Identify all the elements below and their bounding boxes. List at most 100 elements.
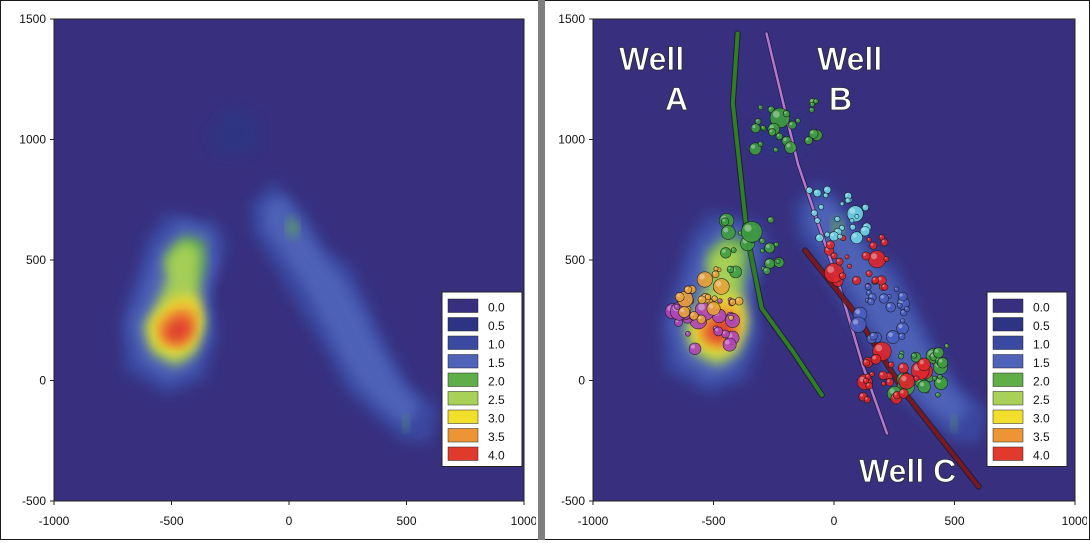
legend-swatch	[447, 354, 479, 369]
event-highlight	[810, 99, 813, 102]
event-marker	[859, 225, 871, 237]
event-highlight	[690, 312, 694, 316]
event-highlight	[936, 378, 942, 384]
event-marker	[775, 132, 784, 141]
y-tick-label: 500	[565, 253, 585, 267]
well-label: Well C	[859, 453, 956, 489]
x-tick-label: 1000	[511, 514, 536, 528]
event-highlight	[850, 225, 853, 228]
event-highlight	[766, 260, 770, 264]
event-marker	[844, 197, 851, 204]
event-highlight	[900, 351, 902, 353]
event-highlight	[784, 111, 787, 114]
event-marker	[861, 251, 871, 261]
event-highlight	[869, 294, 873, 298]
event-marker	[911, 352, 918, 359]
event-marker	[711, 270, 720, 279]
legend-label: 4.0	[1033, 449, 1050, 463]
event-marker	[823, 185, 832, 194]
event-marker	[835, 257, 844, 266]
event-marker	[775, 258, 781, 264]
event-highlight	[867, 238, 870, 240]
event-marker	[839, 201, 845, 207]
event-highlight	[914, 376, 917, 379]
event-highlight	[769, 124, 774, 130]
legend-swatch	[992, 317, 1024, 332]
event-marker	[850, 316, 867, 333]
event-marker	[869, 331, 878, 341]
y-tick-label: 0	[578, 374, 585, 388]
event-highlight	[723, 227, 729, 233]
right-heatmap-chart: -1000 -500 0 500 1000 -500 0 500 1000 1500 Well A We…	[558, 12, 1088, 528]
event-highlight	[870, 372, 872, 375]
event-marker	[867, 298, 875, 306]
event-marker	[706, 301, 721, 316]
event-marker	[864, 283, 872, 291]
event-marker	[897, 362, 909, 374]
event-highlight	[866, 271, 870, 274]
event-marker	[896, 322, 909, 335]
event-highlight	[685, 287, 688, 290]
event-marker	[865, 270, 873, 278]
legend-label: 1.5	[1033, 356, 1050, 370]
event-highlight	[760, 239, 763, 241]
event-highlight	[830, 232, 834, 237]
x-tick-label: -500	[701, 514, 725, 528]
event-highlight	[866, 383, 870, 386]
legend-label: 3.5	[1033, 430, 1050, 444]
event-highlight	[938, 375, 940, 377]
event-marker	[713, 326, 724, 337]
event-marker	[688, 342, 702, 355]
event-highlight	[919, 360, 924, 365]
event-marker	[834, 215, 841, 222]
event-highlight	[774, 242, 777, 245]
heatmap-contour-9	[162, 315, 193, 345]
event-marker	[764, 242, 776, 254]
event-highlight	[882, 382, 884, 384]
event-highlight	[815, 218, 818, 221]
event-marker	[883, 256, 890, 262]
event-marker	[813, 188, 822, 198]
legend-swatch	[447, 446, 479, 461]
event-marker	[813, 98, 819, 104]
legend-label: 3.0	[488, 412, 505, 426]
event-highlight	[777, 134, 780, 137]
event-highlight	[722, 249, 726, 253]
event-highlight	[680, 308, 685, 313]
event-highlight	[690, 344, 696, 349]
legend-swatch	[447, 298, 479, 313]
event-highlight	[713, 271, 716, 275]
event-marker	[759, 237, 766, 245]
y-tick-label: -500	[561, 494, 585, 508]
legend-label: 0.0	[1033, 301, 1050, 315]
left-heatmap-chart: -1000 -500 0 500 1000 -500 0 500 1000 1500 0.0 0.5 1…	[19, 12, 537, 528]
well-path	[730, 31, 824, 397]
event-marker	[878, 370, 888, 381]
event-highlight	[852, 233, 857, 238]
event-highlight	[899, 293, 903, 297]
event-highlight	[837, 259, 840, 262]
event-marker	[805, 186, 813, 194]
event-marker	[711, 295, 718, 302]
event-highlight	[852, 319, 859, 325]
legend-swatch	[447, 317, 479, 332]
legend-label: 3.5	[488, 430, 505, 444]
event-highlight	[814, 99, 817, 102]
event-highlight	[752, 125, 756, 129]
event-highlight	[725, 340, 730, 345]
event-marker	[678, 306, 691, 319]
event-highlight	[889, 388, 895, 394]
x-tick-label: -1000	[578, 514, 609, 528]
event-highlight	[933, 376, 935, 379]
event-marker	[878, 293, 890, 304]
event-highlight	[849, 208, 856, 214]
event-highlight	[738, 231, 741, 234]
legend-swatch	[992, 409, 1024, 424]
event-marker	[795, 117, 801, 124]
heatmap-contour-0	[206, 105, 259, 157]
event-marker	[704, 293, 712, 301]
legend-swatch	[992, 428, 1024, 443]
event-marker	[674, 292, 685, 302]
event-highlight	[744, 224, 752, 232]
event-highlight	[789, 122, 793, 126]
